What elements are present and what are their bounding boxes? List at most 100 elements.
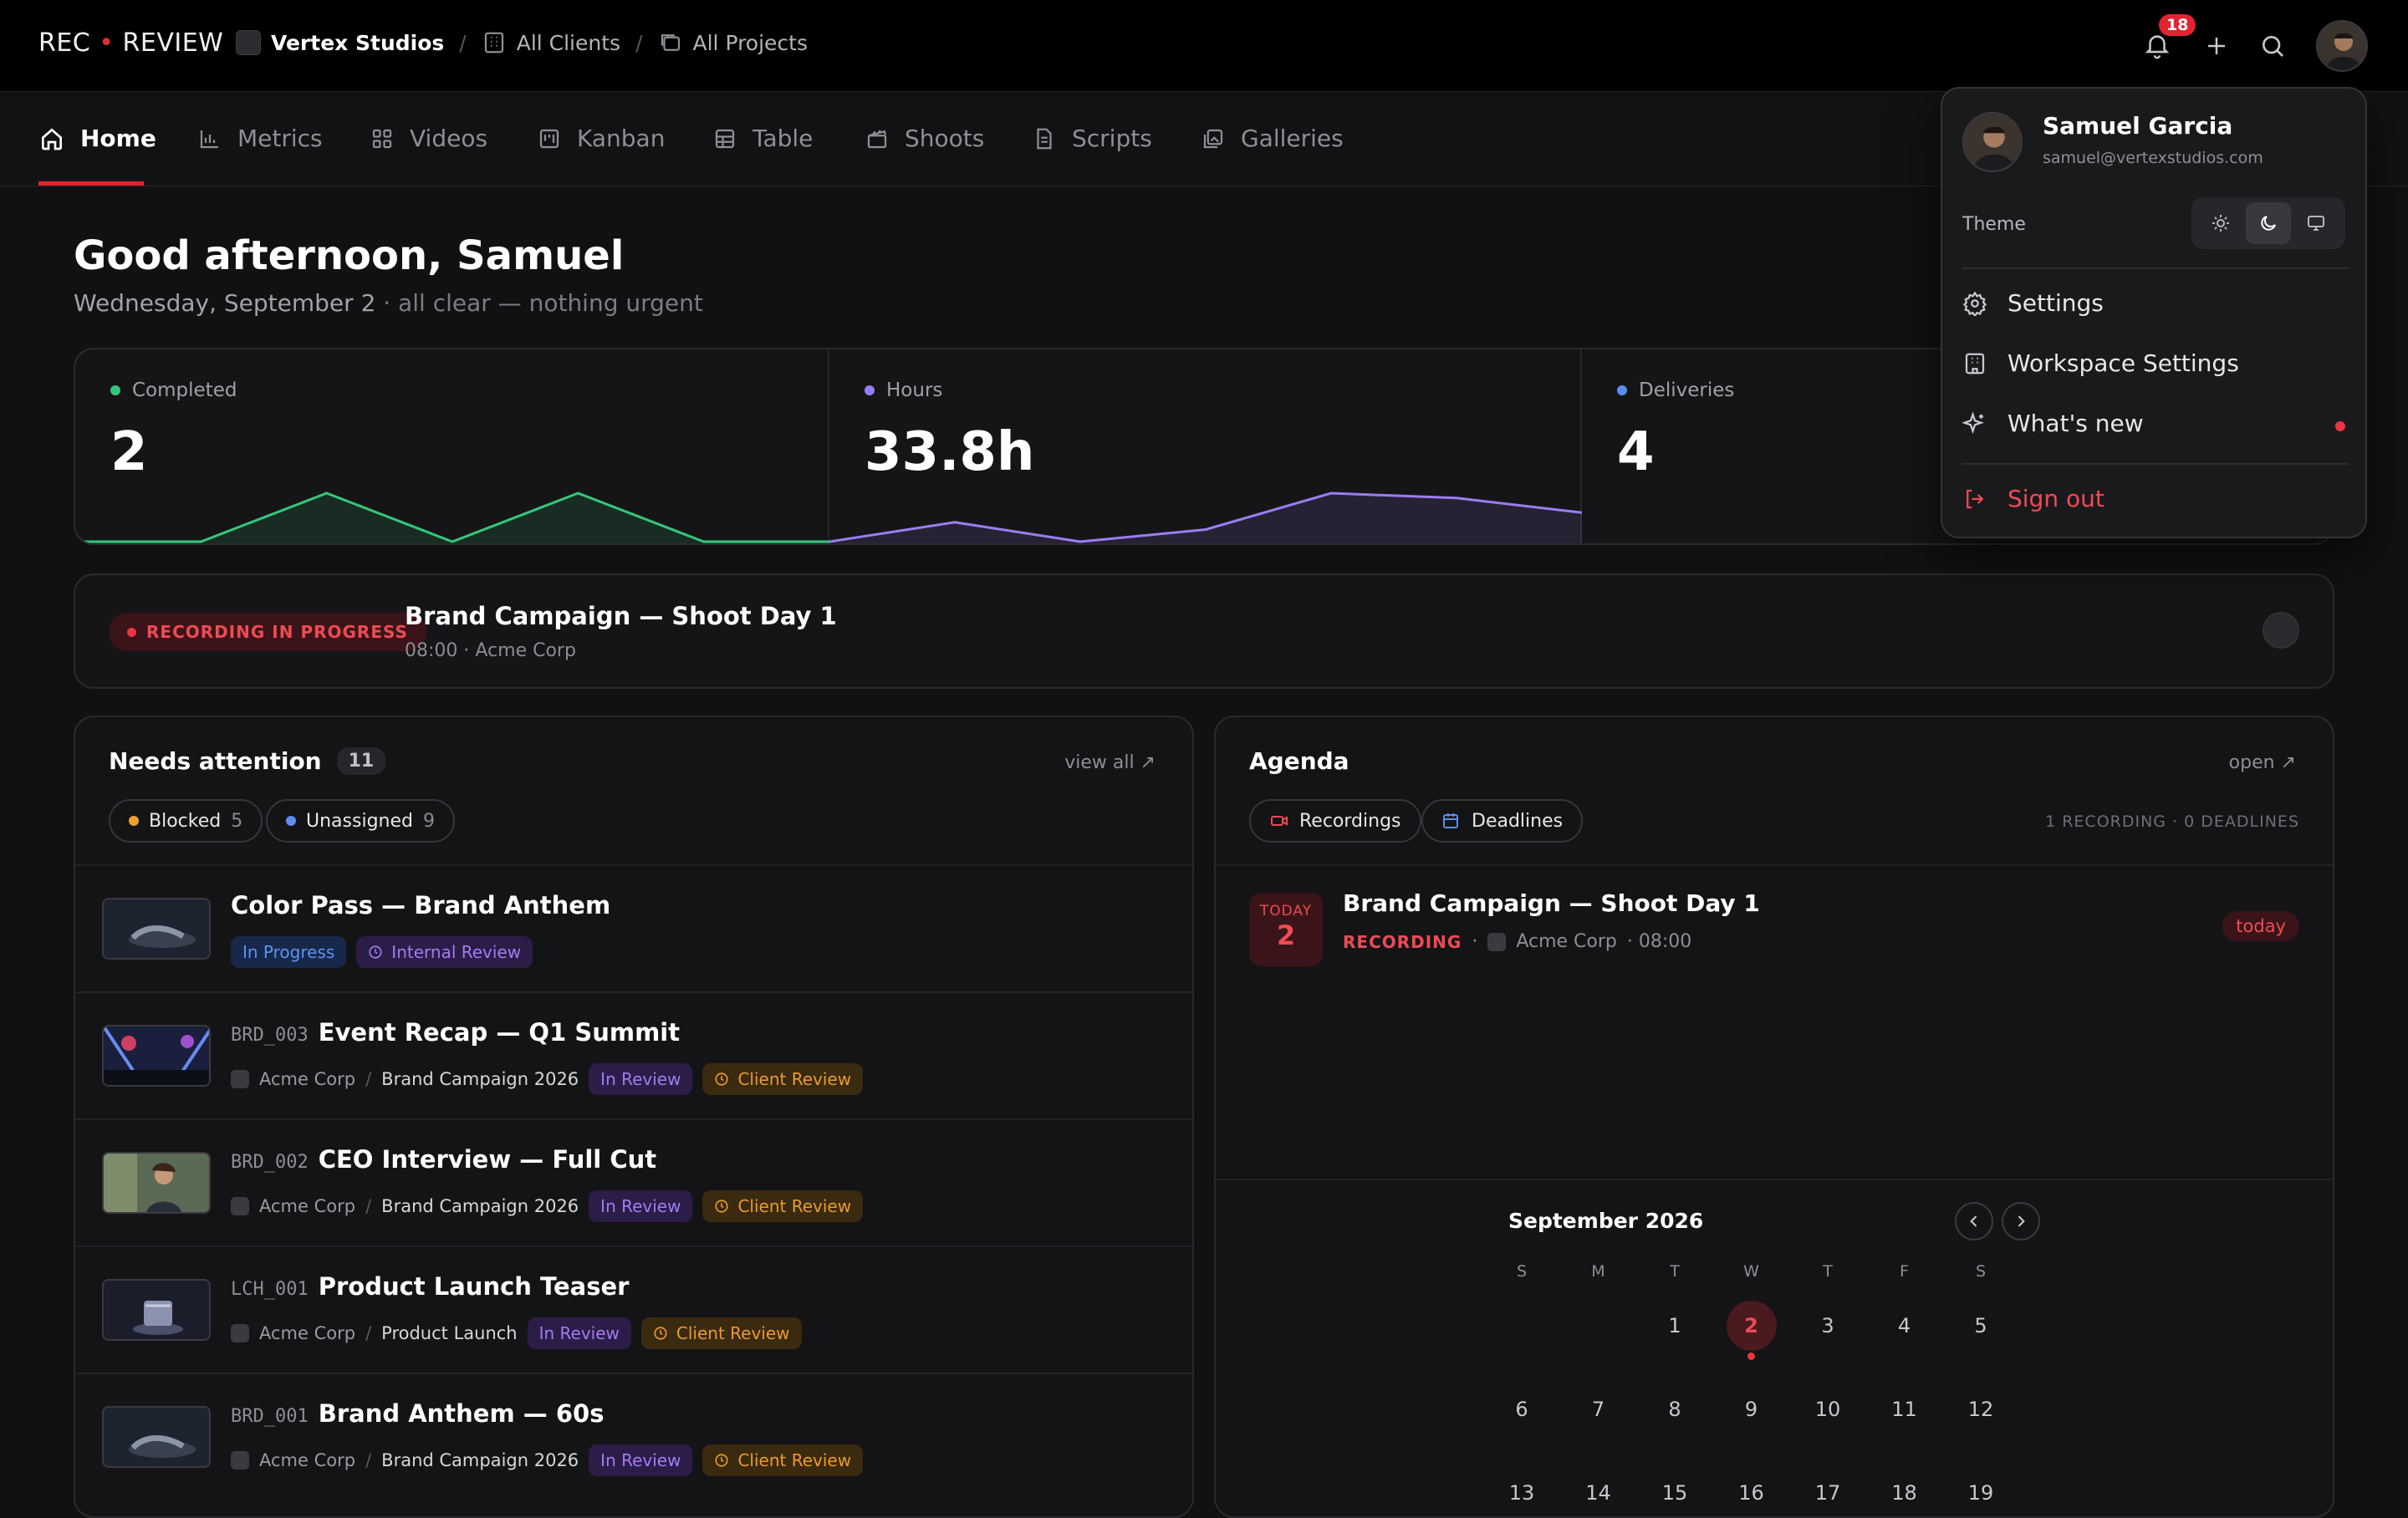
app-logo[interactable]: REC • REVIEW: [38, 28, 224, 58]
calendar-day[interactable]: 5: [1974, 1314, 1987, 1337]
today-date-badge: TODAY 2: [1249, 893, 1323, 966]
card-title: Agenda: [1249, 747, 1349, 775]
bar-chart-icon: [200, 130, 218, 148]
theme-light-button[interactable]: [2198, 202, 2243, 244]
menu-whats-new[interactable]: What's new: [1962, 410, 2144, 437]
add-button[interactable]: [2204, 33, 2229, 59]
calendar-day[interactable]: 7: [1591, 1398, 1605, 1421]
breadcrumb-projects[interactable]: All Projects: [692, 30, 809, 55]
review-pill: Client Review: [702, 1190, 864, 1222]
calendar-day[interactable]: 1: [1668, 1314, 1681, 1337]
sparkline-area: [75, 493, 829, 543]
breadcrumb-clients[interactable]: All Clients: [516, 30, 621, 55]
calendar-day[interactable]: 15: [1661, 1481, 1688, 1505]
user-email: samuel@vertexstudios.com: [2043, 149, 2263, 167]
client-logo: [231, 1070, 249, 1088]
list-item[interactable]: Color Pass — Brand Anthem In Progress In…: [75, 864, 1192, 991]
weekday-header: T: [1670, 1262, 1680, 1281]
item-meta: In Progress Internal Review: [231, 936, 533, 968]
prev-month-button[interactable]: [1955, 1202, 1993, 1240]
filter-unassigned[interactable]: Unassigned 9: [266, 799, 455, 843]
top-actions: 18: [2140, 14, 2368, 72]
client-logo: [231, 1197, 249, 1215]
list-item[interactable]: BRD_001 Brand Anthem — 60s Acme Corp / Bran…: [75, 1373, 1192, 1500]
status-dot: [129, 816, 139, 826]
calendar-day[interactable]: 11: [1891, 1398, 1917, 1421]
view-all-link[interactable]: view all ↗: [1064, 752, 1156, 773]
event-title: Brand Campaign — Shoot Day 1: [1343, 889, 1760, 917]
list-item[interactable]: BRD_002 CEO Interview — Full Cut Acme Cor…: [75, 1118, 1192, 1245]
client-logo: [231, 1451, 249, 1470]
next-month-button[interactable]: [2002, 1202, 2040, 1240]
today-pill: today: [2222, 911, 2299, 941]
recording-banner[interactable]: RECORDING IN PROGRESS Brand Campaign — S…: [74, 573, 2334, 689]
recording-avatar: [2263, 612, 2299, 649]
open-agenda-link[interactable]: open ↗: [2228, 752, 2296, 773]
tab-galleries[interactable]: Galleries: [1201, 125, 1344, 152]
menu-settings[interactable]: Settings: [1962, 289, 2104, 317]
tab-kanban[interactable]: Kanban: [537, 125, 665, 152]
calendar-day[interactable]: 13: [1508, 1481, 1535, 1505]
tab-shoots[interactable]: Shoots: [865, 125, 984, 152]
item-meta: Acme Corp / Brand Campaign 2026 In Review …: [231, 1063, 864, 1095]
plus-icon: [2208, 38, 2225, 54]
building-icon: [482, 30, 507, 55]
tab-table[interactable]: Table: [712, 125, 813, 152]
recording-badge: RECORDING IN PROGRESS: [109, 613, 426, 651]
calendar-day[interactable]: 17: [1814, 1481, 1841, 1505]
breadcrumb-workspace[interactable]: Vertex Studios: [271, 30, 445, 55]
notifications-button[interactable]: 18: [2140, 14, 2196, 71]
agenda-event[interactable]: TODAY 2 Brand Campaign — Shoot Day 1 RECO…: [1216, 864, 2333, 1179]
tab-videos[interactable]: Videos: [370, 125, 487, 152]
theme-dark-button[interactable]: [2245, 202, 2291, 244]
completed-sparkline: [75, 492, 829, 543]
unread-dot: [2335, 421, 2345, 431]
calendar-day[interactable]: 12: [1967, 1398, 1994, 1421]
search-button[interactable]: [2259, 33, 2286, 59]
calendar-day[interactable]: 19: [1967, 1481, 1994, 1505]
menu-workspace-settings[interactable]: Workspace Settings: [1962, 349, 2239, 377]
clock-icon: [715, 1454, 729, 1467]
stat-hours[interactable]: Hours 33.8h: [829, 349, 1582, 543]
filter-recordings[interactable]: Recordings: [1249, 799, 1421, 843]
menu-sign-out[interactable]: Sign out: [1962, 485, 2104, 512]
calendar-day[interactable]: 3: [1821, 1314, 1834, 1337]
workspace-icon: [236, 30, 261, 55]
filter-blocked[interactable]: Blocked 5: [109, 799, 263, 843]
calendar-day[interactable]: 8: [1668, 1398, 1681, 1421]
active-tab-indicator: [38, 181, 144, 186]
tab-metrics[interactable]: Metrics: [197, 125, 323, 152]
folders-icon: [658, 30, 683, 55]
sun-icon: [2212, 215, 2229, 232]
client-logo: [231, 1324, 249, 1342]
calendar-day[interactable]: 16: [1738, 1481, 1764, 1505]
weekday-header: W: [1743, 1262, 1759, 1281]
list-item[interactable]: LCH_001 Product Launch Teaser Acme Corp / P…: [75, 1245, 1192, 1373]
home-icon: [42, 128, 62, 150]
calendar-day[interactable]: 6: [1515, 1398, 1528, 1421]
grid-icon: [372, 129, 392, 148]
gallery-icon: [1203, 129, 1223, 148]
calendar-day[interactable]: 9: [1744, 1398, 1758, 1421]
page-subtitle: Wednesday, September 2 · all clear — not…: [74, 289, 703, 317]
sparkline-area: [829, 493, 1582, 543]
item-title: Color Pass — Brand Anthem: [231, 891, 611, 919]
user-avatar-button[interactable]: [2316, 20, 2368, 72]
weekday-header: T: [1823, 1262, 1833, 1281]
stat-completed[interactable]: Completed 2: [75, 349, 829, 543]
calendar-day[interactable]: 10: [1814, 1398, 1841, 1421]
tab-scripts[interactable]: Scripts: [1032, 125, 1152, 152]
tab-home[interactable]: Home: [38, 125, 156, 152]
stat-deliveries[interactable]: Deliveries 4: [1617, 380, 1735, 483]
status-dot: [110, 385, 120, 395]
item-title: BRD_003 Event Recap — Q1 Summit: [231, 1018, 681, 1047]
filter-deadlines[interactable]: Deadlines: [1421, 799, 1584, 843]
top-bar: REC • REVIEW Vertex Studios / All Client…: [0, 0, 2408, 92]
calendar-day-selected[interactable]: 2: [1726, 1301, 1777, 1351]
calendar-day[interactable]: 4: [1897, 1314, 1911, 1337]
theme-system-button[interactable]: [2293, 202, 2339, 244]
item-title: BRD_002 CEO Interview — Full Cut: [231, 1145, 657, 1174]
calendar-day[interactable]: 18: [1891, 1481, 1917, 1505]
list-item[interactable]: BRD_003 Event Recap — Q1 Summit Acme Corp…: [75, 991, 1192, 1118]
calendar-day[interactable]: 14: [1585, 1481, 1611, 1505]
